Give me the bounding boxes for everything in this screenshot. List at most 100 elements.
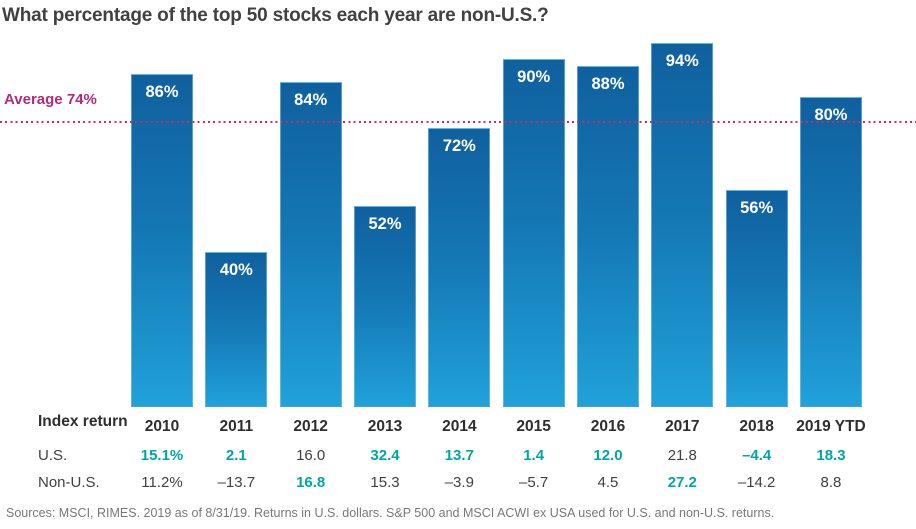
bar-2011: 40% (205, 252, 268, 407)
year-header-value: 2014 (442, 418, 477, 435)
non-us-return-value: 4.5 (597, 474, 619, 491)
non-us-return-value: 15.3 (370, 474, 400, 491)
us-return-cell-2019 YTD: 18.3 (800, 447, 862, 464)
year-header-cell-2013: 2013 (354, 413, 416, 441)
year-header-value: 2010 (144, 418, 180, 435)
year-header-cell-2018: 2018 (726, 413, 788, 441)
non-us-return-cell-2010: 11.2% (131, 474, 193, 491)
bar-2019 YTD: 80% (799, 97, 862, 407)
non-us-return-value: –3.9 (444, 474, 474, 491)
bar-value-label: 40% (219, 261, 253, 280)
us-return-cell-2015: 1.4 (503, 447, 565, 464)
bar-value-label: 88% (591, 75, 625, 94)
non-us-return-value: –14.2 (737, 474, 776, 491)
bar-2016: 88% (576, 66, 639, 407)
bar-2014: 72% (428, 128, 491, 407)
year-header-cell-2011: 2011 (205, 413, 267, 441)
bar-slot-2014: 72% (428, 20, 491, 407)
bar-2015: 90% (502, 58, 565, 407)
bar-slot-2010: 86% (131, 20, 194, 407)
us-return-cell-2017: 21.8 (651, 447, 713, 464)
bar-chart: 86% 40% 84% 52% 72% 90% 88% 94% 56% 80% Average 7… (0, 20, 916, 407)
us-return-cell-2011: 2.1 (205, 447, 267, 464)
non-us-return-value: –13.7 (217, 474, 256, 491)
bar-slot-2017: 94% (651, 20, 714, 407)
year-header-value: 2015 (516, 418, 551, 435)
non-us-return-cell-2018: –14.2 (726, 474, 788, 491)
bar-2012: 84% (279, 81, 342, 407)
us-return-value: 2.1 (225, 447, 247, 464)
bar-slot-2011: 40% (205, 20, 268, 407)
year-header-value: 2017 (665, 418, 700, 435)
us-return-value: 1.4 (523, 447, 545, 464)
non-us-return-cell-2016: 4.5 (577, 474, 639, 491)
bar-slot-2019 YTD: 80% (799, 20, 862, 407)
us-return-value: 32.4 (370, 447, 400, 464)
table-row-non-us: Non-U.S. 11.2% –13.7 16.8 15.3 –3.9 –5.7 4.5 27… (0, 469, 862, 496)
year-header-cell-2019 YTD: 2019 YTD (796, 413, 866, 441)
us-return-value: –4.4 (742, 447, 772, 464)
bar-value-label: 52% (368, 214, 402, 233)
chart-title: What percentage of the top 50 stocks eac… (2, 5, 549, 26)
row-label-non-us: Non-U.S. (38, 474, 100, 491)
year-header-value: 2011 (219, 418, 254, 435)
non-us-return-value: 11.2% (141, 474, 183, 491)
year-header-cell-2015: 2015 (503, 413, 565, 441)
bar-2013: 52% (354, 205, 416, 407)
year-header-cell-2017: 2017 (651, 413, 713, 441)
us-return-cell-2013: 32.4 (354, 447, 416, 464)
bar-2017: 94% (651, 43, 714, 407)
non-us-return-cell-2013: 15.3 (354, 474, 416, 491)
row-label-us: U.S. (38, 447, 68, 464)
non-us-return-cell-2012: 16.8 (280, 474, 342, 491)
table-header-label: Index return (38, 413, 128, 430)
year-header-cell-2016: 2016 (577, 413, 639, 441)
non-us-return-value: 16.8 (296, 474, 326, 491)
non-us-return-value: 8.8 (820, 474, 842, 491)
bar-value-label: 72% (442, 137, 476, 156)
us-return-value: 12.0 (593, 447, 623, 464)
us-return-value: 16.0 (296, 447, 326, 464)
bar-value-label: 80% (814, 106, 848, 125)
us-return-cell-2016: 12.0 (577, 447, 639, 464)
non-us-return-cell-2014: –3.9 (428, 474, 490, 491)
bar-value-label: 90% (517, 67, 551, 86)
us-return-value: 15.1% (140, 447, 184, 464)
bar-slot-2013: 52% (354, 20, 416, 407)
sources-footnote: Sources: MSCI, RIMES. 2019 as of 8/31/19… (6, 506, 775, 520)
year-header-cell-2014: 2014 (428, 413, 490, 441)
us-return-cell-2012: 16.0 (280, 447, 342, 464)
average-dotted-line (0, 120, 916, 123)
year-header-value: 2012 (293, 418, 328, 435)
year-header-cell-2012: 2012 (280, 413, 342, 441)
year-header-value: 2018 (739, 418, 774, 435)
us-return-cell-2010: 15.1% (131, 447, 193, 464)
table-row-us: U.S. 15.1% 2.1 16.0 32.4 13.7 1.4 12.0 21.8 –4.4… (0, 442, 862, 469)
year-header-cell-2010: 2010 (131, 413, 193, 441)
bar-value-label: 84% (294, 90, 328, 109)
bar-slot-2015: 90% (502, 20, 565, 407)
table-header-row: Index return 2010 2011 2012 2013 2014 2015 201… (0, 413, 866, 441)
non-us-return-cell-2011: –13.7 (205, 474, 267, 491)
us-return-value: 18.3 (816, 447, 846, 464)
non-us-return-cell-2015: –5.7 (503, 474, 565, 491)
us-return-value: 13.7 (444, 447, 474, 464)
bar-slot-2018: 56% (725, 20, 788, 407)
bars-container: 86% 40% 84% 52% 72% 90% 88% 94% 56% 80% (0, 20, 862, 407)
average-line-label: Average 74% (4, 91, 97, 108)
bar-value-label: 94% (665, 52, 699, 71)
year-header-value: 2016 (590, 418, 626, 435)
bar-slot-2016: 88% (576, 20, 639, 407)
year-header-value: 2019 YTD (796, 418, 866, 435)
non-us-return-value: 27.2 (667, 474, 697, 491)
year-header-value: 2013 (367, 418, 403, 435)
bar-value-label: 56% (740, 199, 774, 218)
non-us-return-cell-2019 YTD: 8.8 (800, 474, 862, 491)
non-us-return-value: –5.7 (519, 474, 549, 491)
bar-2010: 86% (131, 74, 194, 407)
us-return-value: 21.8 (667, 447, 697, 464)
non-us-return-cell-2017: 27.2 (651, 474, 713, 491)
bar-slot-2012: 84% (279, 20, 342, 407)
bar-2018: 56% (725, 190, 788, 407)
